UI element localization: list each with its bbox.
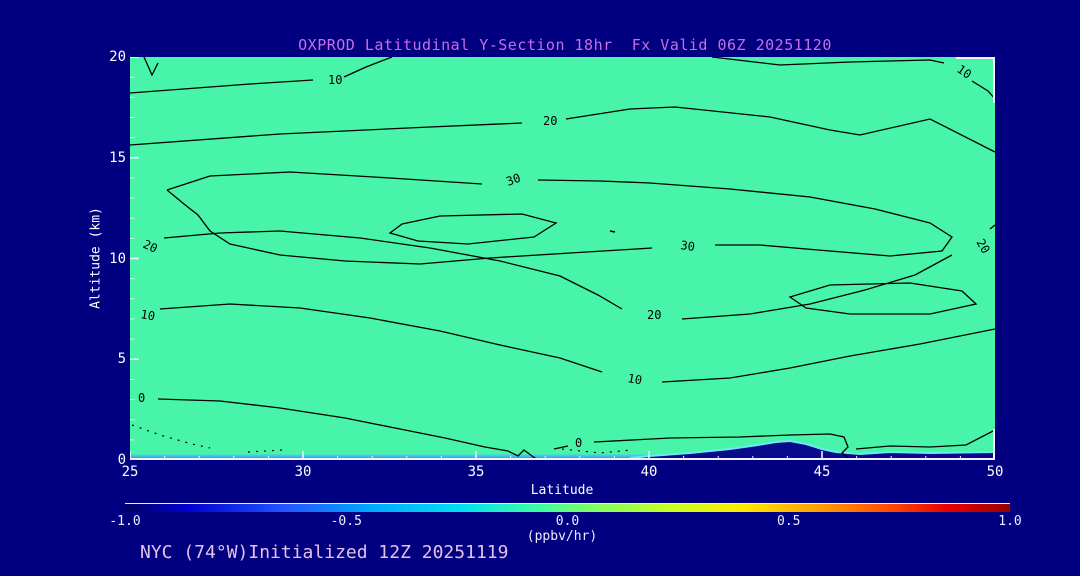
contour-label: 0 <box>138 391 145 405</box>
contour-line <box>661 328 995 383</box>
contour-line <box>143 57 159 77</box>
contour-line-negative-dotted <box>247 449 283 453</box>
plot-area: 10 20 10 30 20 30 20 10 0 20 10 0 <box>130 57 995 460</box>
contour-label: 10 <box>954 62 974 82</box>
contour-line <box>130 122 523 146</box>
contour-line <box>855 429 995 450</box>
contour-label: 30 <box>680 238 696 254</box>
contour-label: 20 <box>141 237 160 256</box>
contour-label: 10 <box>328 73 342 87</box>
colorbar-tick-label: -0.5 <box>330 514 362 529</box>
y-tick-label: 5 <box>117 351 126 368</box>
colorbar-tick-label: 0.5 <box>777 514 801 529</box>
colorbar-unit-label: (ppbv/hr) <box>526 529 598 544</box>
contour-line <box>159 303 603 373</box>
x-tick-label: 35 <box>467 464 485 480</box>
contour-line <box>593 433 849 459</box>
y-tick-label: 20 <box>109 49 126 65</box>
contour-line <box>565 106 995 153</box>
plot-title: OXPROD Latitudinal Y-Section 18hr Fx Val… <box>298 36 832 54</box>
contour-line <box>537 179 953 257</box>
contour-line <box>971 80 995 100</box>
x-axis-label: Latitude <box>530 483 594 498</box>
contour-line <box>989 224 995 230</box>
contour-label: 10 <box>626 371 643 387</box>
x-tick-label: 45 <box>813 464 831 480</box>
x-tick-label: 40 <box>640 464 658 480</box>
contour-line <box>166 171 483 191</box>
surface-negative-strip <box>130 454 995 460</box>
contour-line <box>553 445 569 450</box>
contour-dot <box>609 230 616 233</box>
y-tick-label: 10 <box>109 250 126 267</box>
contour-line <box>711 57 945 66</box>
contour-label: 20 <box>973 237 992 257</box>
contour-line <box>166 189 653 265</box>
surface-negative-bump <box>630 441 995 460</box>
contour-line <box>788 282 978 315</box>
contour-label: 20 <box>543 114 557 128</box>
contour-line <box>681 254 953 320</box>
contour-line <box>130 79 314 94</box>
contour-label: 10 <box>139 307 156 323</box>
y-tick-label: 0 <box>117 452 126 468</box>
colorbar <box>125 503 1010 512</box>
contour-line <box>343 57 393 78</box>
x-tick-label: 30 <box>294 464 312 480</box>
x-tick-label: 50 <box>986 464 1004 480</box>
colorbar-tick-label: 0.0 <box>555 514 580 529</box>
colorbar-tick-label: 1.0 <box>998 514 1022 529</box>
y-tick-label: 15 <box>109 149 126 166</box>
contour-label: 30 <box>504 171 522 189</box>
contour-label: 0 <box>575 436 582 450</box>
contour-field-svg: 10 20 10 30 20 30 20 10 0 20 10 0 <box>130 57 995 460</box>
contour-line <box>388 213 558 245</box>
colorbar-tick-label: -1.0 <box>109 514 141 529</box>
contour-line <box>163 230 623 310</box>
footer-initialization-text: NYC (74°W)Initialized 12Z 20251119 <box>140 542 509 563</box>
contour-line <box>157 398 539 460</box>
surface-negative-edge <box>629 439 995 459</box>
contour-label: 20 <box>647 308 661 322</box>
contour-line-negative-dotted <box>561 448 633 454</box>
contour-line-negative-dotted <box>131 424 211 449</box>
x-tick-label: 25 <box>121 464 139 480</box>
